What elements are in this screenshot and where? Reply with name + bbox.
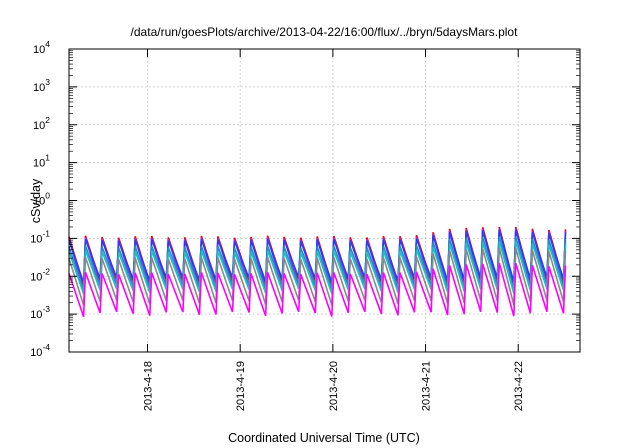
y-tick-base: 10 [30, 309, 42, 321]
y-tick-label: 10-3 [30, 304, 50, 321]
series-line [68, 247, 567, 306]
x-tick-label: 2013-4-20 [328, 361, 340, 411]
y-tick-label: 104 [33, 39, 50, 56]
y-tick-base: 10 [33, 196, 45, 208]
x-tick-label: 2013-4-22 [513, 361, 525, 411]
y-tick-base: 10 [33, 82, 45, 94]
y-tick-exponent: -2 [42, 266, 50, 276]
y-axis-title: cSv/day [29, 178, 43, 223]
series-line [68, 228, 567, 291]
y-tick-exponent: -1 [42, 228, 50, 238]
series-line [68, 262, 567, 318]
series-line [68, 229, 567, 283]
y-tick-exponent: 1 [45, 153, 50, 163]
y-tick-label: 101 [33, 153, 50, 170]
axis-ticks [69, 48, 580, 353]
y-tick-exponent: 2 [45, 115, 50, 125]
y-tick-label: 10-4 [30, 342, 50, 359]
y-tick-exponent: 4 [45, 39, 50, 49]
y-tick-label: 103 [33, 77, 50, 94]
series-line [68, 226, 567, 286]
series-group [68, 226, 567, 318]
y-tick-label: 10-2 [30, 266, 50, 283]
y-tick-base: 10 [30, 347, 42, 359]
x-tick-label: 2013-4-18 [143, 361, 155, 411]
series-line [68, 241, 567, 295]
y-tick-label: 10-1 [30, 228, 50, 245]
x-axis-title: Coordinated Universal Time (UTC) [228, 431, 420, 445]
y-tick-exponent: 3 [45, 77, 50, 87]
x-tick-labels: 2013-4-18 2013-4-19 2013-4-20 2013-4-21 2013… [143, 361, 526, 411]
y-tick-exponent: 0 [45, 191, 50, 201]
y-tick-label: 100 [33, 191, 50, 208]
y-tick-base: 10 [30, 233, 42, 245]
x-tick-label: 2013-4-21 [421, 361, 433, 411]
y-tick-base: 10 [30, 271, 42, 283]
y-tick-exponent: -4 [42, 342, 50, 352]
series-line [68, 236, 567, 291]
chart-title: /data/run/goesPlots/archive/2013-04-22/1… [131, 25, 519, 39]
x-tick-label: 2013-4-19 [235, 361, 247, 411]
y-tick-exponent: -3 [42, 304, 50, 314]
y-tick-label: 102 [33, 115, 50, 132]
y-tick-base: 10 [33, 44, 45, 56]
y-tick-base: 10 [33, 120, 45, 132]
y-tick-base: 10 [33, 158, 45, 170]
